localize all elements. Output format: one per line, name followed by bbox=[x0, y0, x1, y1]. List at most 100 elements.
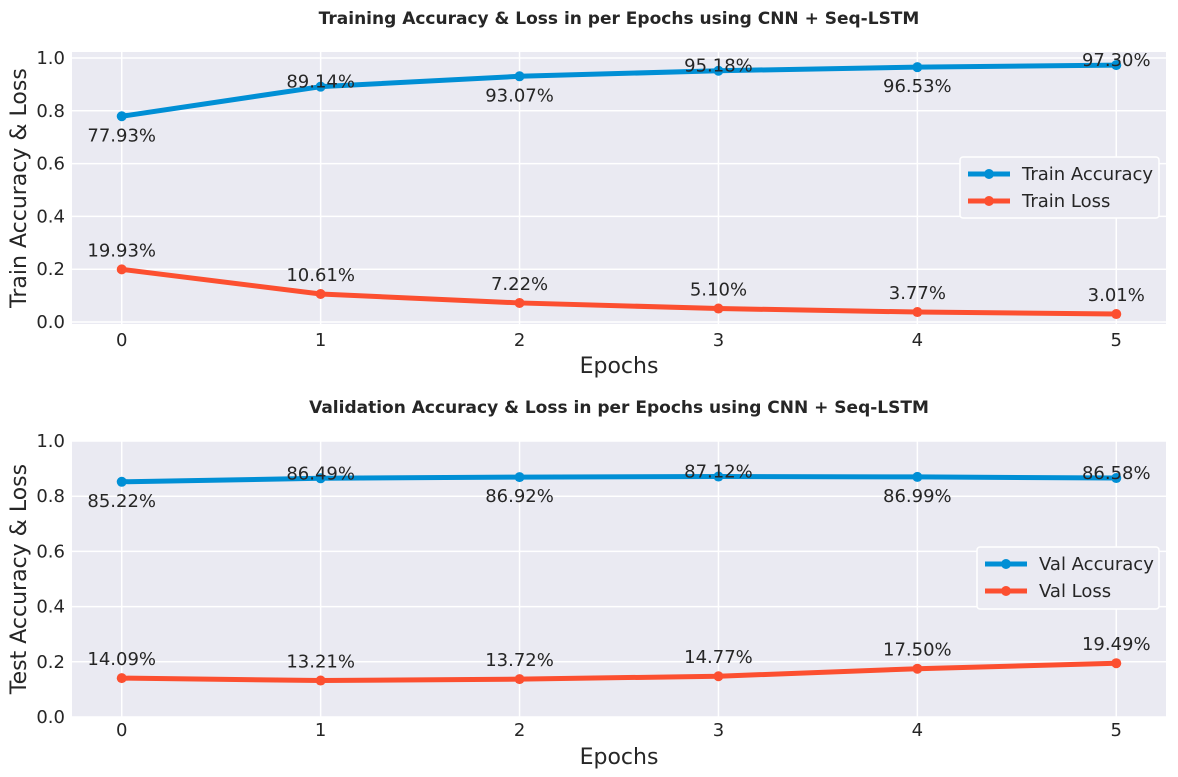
data-label-train-accuracy: 77.93% bbox=[87, 125, 156, 146]
data-point-train-loss bbox=[912, 307, 923, 318]
data-point-val-accuracy bbox=[116, 476, 127, 487]
data-point-val-accuracy bbox=[514, 472, 525, 483]
data-label-val-accuracy: 86.49% bbox=[286, 463, 355, 484]
data-label-train-loss: 3.01% bbox=[1088, 285, 1145, 306]
data-label-val-loss: 13.21% bbox=[286, 652, 355, 673]
series-line-val-accuracy bbox=[121, 474, 1117, 485]
x-tick-label: 4 bbox=[912, 330, 923, 351]
data-label-val-accuracy: 87.12% bbox=[684, 462, 753, 483]
data-point-train-loss bbox=[116, 264, 127, 275]
data-point-train-accuracy bbox=[912, 62, 923, 73]
series-layer: 77.93% 89.14% 93.07% 95.18% 96.53% 97.30% 19.9… bbox=[87, 50, 1151, 320]
ticks: 0.0 0.2 0.4 0.6 0.8 1.0 0 1 2 3 4 5 bbox=[36, 48, 1122, 351]
data-label-val-loss: 19.49% bbox=[1082, 634, 1151, 655]
y-tick-label: 1.0 bbox=[36, 48, 65, 69]
data-point-val-loss bbox=[1111, 658, 1122, 669]
data-point-train-loss bbox=[1111, 309, 1122, 320]
y-tick-label: 0.6 bbox=[36, 154, 65, 175]
data-point-val-loss bbox=[912, 663, 923, 674]
data-point-train-accuracy bbox=[514, 71, 525, 82]
x-tick-label: 4 bbox=[912, 720, 923, 741]
y-tick-label: 0.0 bbox=[36, 312, 65, 333]
data-label-val-loss: 14.77% bbox=[684, 647, 753, 668]
data-point-val-loss bbox=[514, 674, 525, 685]
y-tick-label: 0.2 bbox=[36, 259, 65, 280]
data-point-train-loss bbox=[514, 297, 525, 308]
data-label-val-accuracy: 86.92% bbox=[485, 486, 554, 507]
x-axis-label: Epochs bbox=[580, 354, 659, 379]
y-tick-label: 0.4 bbox=[36, 597, 65, 618]
x-tick-label: 0 bbox=[116, 330, 127, 351]
data-label-train-loss: 7.22% bbox=[491, 274, 548, 295]
data-label-val-loss: 14.09% bbox=[87, 649, 156, 670]
series-line-train-loss bbox=[121, 266, 1117, 317]
chart-title: Training Accuracy & Loss in per Epochs u… bbox=[319, 9, 920, 29]
data-point-val-loss bbox=[315, 675, 326, 686]
series-line-val-loss bbox=[121, 660, 1117, 684]
x-tick-label: 1 bbox=[315, 330, 326, 351]
legend: Val Accuracy Val Loss bbox=[976, 546, 1160, 610]
x-tick-label: 2 bbox=[514, 330, 525, 351]
data-point-val-loss bbox=[116, 673, 127, 684]
legend-marker-val-accuracy bbox=[1001, 559, 1011, 569]
grid bbox=[72, 52, 1166, 324]
y-tick-label: 0.8 bbox=[36, 101, 65, 122]
y-tick-label: 0.6 bbox=[36, 541, 65, 562]
validation-chart: Validation Accuracy & Loss in per Epochs… bbox=[7, 398, 1166, 770]
data-point-train-loss bbox=[315, 288, 326, 299]
y-tick-label: 0.2 bbox=[36, 652, 65, 673]
x-tick-label: 5 bbox=[1111, 720, 1122, 741]
data-label-val-accuracy: 86.58% bbox=[1082, 463, 1151, 484]
legend: Train Accuracy Train Loss bbox=[959, 156, 1160, 219]
y-tick-label: 1.0 bbox=[36, 431, 65, 452]
data-point-train-accuracy bbox=[1111, 60, 1122, 71]
data-point-train-accuracy bbox=[116, 111, 127, 122]
y-axis-label: Test Accuracy & Loss bbox=[7, 464, 32, 695]
x-tick-label: 0 bbox=[116, 720, 127, 741]
x-tick-label: 3 bbox=[713, 720, 724, 741]
data-point-val-accuracy bbox=[713, 471, 724, 482]
data-point-train-loss bbox=[713, 303, 724, 314]
legend-marker-val-loss bbox=[1001, 586, 1011, 596]
x-tick-label: 3 bbox=[713, 330, 724, 351]
training-chart: Training Accuracy & Loss in per Epochs u… bbox=[7, 9, 1166, 379]
series-line-train-accuracy bbox=[121, 62, 1117, 119]
data-label-train-loss: 5.10% bbox=[690, 280, 747, 301]
y-tick-label: 0.0 bbox=[36, 707, 65, 728]
data-label-val-loss: 17.50% bbox=[883, 640, 952, 661]
data-label-train-accuracy: 96.53% bbox=[883, 76, 952, 97]
data-label-train-accuracy: 95.18% bbox=[684, 56, 753, 77]
data-point-train-accuracy bbox=[315, 81, 326, 92]
x-tick-label: 5 bbox=[1111, 330, 1122, 351]
x-tick-label: 1 bbox=[315, 720, 326, 741]
data-point-val-accuracy bbox=[912, 471, 923, 482]
y-axis-label: Train Accuracy & Loss bbox=[7, 68, 32, 309]
data-label-train-accuracy: 89.14% bbox=[286, 72, 355, 93]
legend-label-val-accuracy: Val Accuracy bbox=[1039, 554, 1154, 575]
series-layer: 85.22% 86.49% 86.92% 87.12% 86.99% 86.58% 14.0… bbox=[87, 462, 1151, 686]
data-label-train-loss: 3.77% bbox=[889, 283, 946, 304]
data-label-val-accuracy: 86.99% bbox=[883, 486, 952, 507]
legend-marker-train-accuracy bbox=[984, 169, 994, 179]
chart-title: Validation Accuracy & Loss in per Epochs… bbox=[309, 398, 929, 418]
ticks: 0.0 0.2 0.4 0.6 0.8 1.0 0 1 2 3 4 5 bbox=[36, 431, 1122, 741]
legend-label-train-loss: Train Loss bbox=[1021, 191, 1110, 212]
x-axis-label: Epochs bbox=[580, 745, 659, 770]
legend-label-train-accuracy: Train Accuracy bbox=[1021, 164, 1153, 185]
data-point-train-accuracy bbox=[713, 65, 724, 76]
data-point-val-accuracy bbox=[1111, 473, 1122, 484]
data-label-train-accuracy: 97.30% bbox=[1082, 50, 1151, 71]
data-point-val-accuracy bbox=[315, 473, 326, 484]
data-label-val-loss: 13.72% bbox=[485, 650, 554, 671]
legend-label-val-loss: Val Loss bbox=[1039, 581, 1111, 602]
y-tick-label: 0.8 bbox=[36, 486, 65, 507]
y-tick-label: 0.4 bbox=[36, 206, 65, 227]
grid bbox=[72, 440, 1166, 718]
data-label-train-accuracy: 93.07% bbox=[485, 85, 554, 106]
legend-marker-train-loss bbox=[984, 196, 994, 206]
data-label-train-loss: 10.61% bbox=[286, 265, 355, 286]
data-point-val-loss bbox=[713, 671, 724, 682]
x-tick-label: 2 bbox=[514, 720, 525, 741]
data-label-train-loss: 19.93% bbox=[87, 240, 156, 261]
